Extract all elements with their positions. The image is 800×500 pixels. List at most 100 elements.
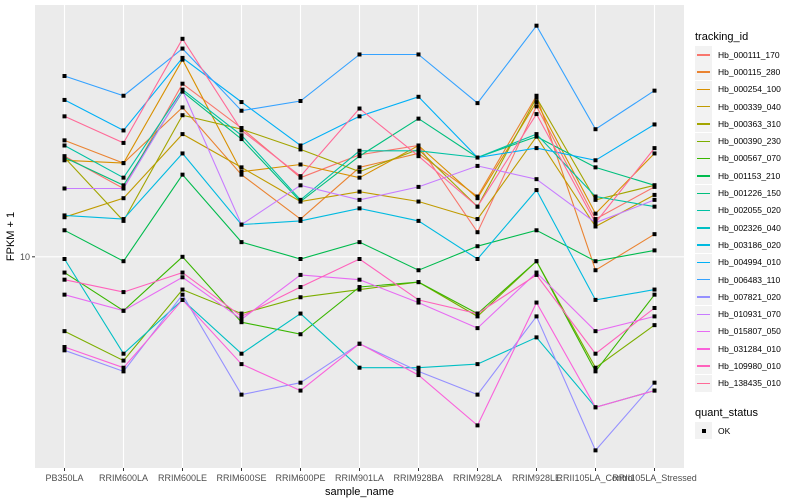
shape-legend-item: OK bbox=[695, 422, 800, 440]
data-point-Hb_000254_100 bbox=[239, 169, 244, 174]
legend-item-Hb_109980_010: Hb_109980_010 bbox=[695, 357, 800, 375]
y-tick-label: 10 bbox=[20, 252, 30, 262]
legend-line-swatch bbox=[697, 71, 710, 73]
data-point-Hb_138435_010 bbox=[475, 204, 480, 209]
data-point-Hb_031284_010 bbox=[239, 362, 244, 367]
legend-item-Hb_006483_110: Hb_006483_110 bbox=[695, 271, 800, 288]
legend-item-Hb_007821_020: Hb_007821_020 bbox=[695, 288, 800, 306]
x-tick-label: RRIM928LA bbox=[453, 473, 502, 483]
data-point-Hb_006483_110 bbox=[475, 101, 480, 106]
data-point-Hb_015807_050 bbox=[475, 326, 480, 331]
data-point-Hb_006483_110 bbox=[534, 23, 539, 28]
legend-label: Hb_000115_280 bbox=[718, 66, 781, 77]
legend-line-swatch bbox=[697, 192, 710, 194]
data-point-Hb_031284_010 bbox=[416, 373, 421, 378]
data-point-Hb_001226_150 bbox=[593, 165, 598, 170]
data-point-Hb_003186_020 bbox=[593, 297, 598, 302]
data-point-Hb_138435_010 bbox=[121, 140, 126, 145]
legend-line-swatch bbox=[697, 313, 710, 315]
data-point-Hb_001226_150 bbox=[62, 155, 67, 160]
data-point-Hb_109980_010 bbox=[298, 285, 303, 290]
data-point-Hb_000115_280 bbox=[62, 138, 67, 143]
legend-label: Hb_000111_170 bbox=[718, 49, 780, 60]
data-point-Hb_000567_070 bbox=[652, 292, 657, 297]
data-point-Hb_001226_150 bbox=[534, 134, 539, 139]
legend-key-line-icon bbox=[695, 288, 712, 306]
data-point-Hb_000254_100 bbox=[652, 151, 657, 156]
data-point-Hb_002055_020 bbox=[121, 175, 126, 180]
legend-label: Hb_000363_310 bbox=[718, 118, 781, 129]
legend-line-swatch bbox=[697, 330, 710, 333]
data-point-Hb_007821_020 bbox=[298, 380, 303, 385]
data-point-Hb_000254_100 bbox=[62, 158, 67, 163]
legend-label: Hb_001153_210 bbox=[718, 170, 781, 181]
data-point-Hb_000390_230 bbox=[180, 287, 185, 292]
x-tick-label: RRIM600PE bbox=[275, 473, 325, 483]
data-point-Hb_006483_110 bbox=[180, 46, 185, 51]
data-point-Hb_015807_050 bbox=[357, 277, 362, 282]
legend-item-Hb_015807_050: Hb_015807_050 bbox=[695, 322, 800, 340]
data-point-Hb_002055_020 bbox=[652, 204, 657, 209]
legend-line-swatch bbox=[697, 296, 710, 298]
data-point-Hb_000339_040 bbox=[475, 217, 480, 222]
series-points bbox=[62, 23, 657, 453]
legend-item-Hb_000339_040: Hb_000339_040 bbox=[695, 98, 800, 116]
data-point-Hb_109980_010 bbox=[534, 272, 539, 277]
data-point-Hb_000390_230 bbox=[652, 323, 657, 328]
data-point-Hb_000390_230 bbox=[298, 295, 303, 300]
data-point-Hb_015807_050 bbox=[652, 314, 657, 319]
data-point-Hb_003186_020 bbox=[652, 287, 657, 292]
data-point-Hb_007821_020 bbox=[239, 392, 244, 397]
data-point-Hb_001153_210 bbox=[652, 248, 657, 253]
data-point-Hb_138435_010 bbox=[652, 146, 657, 151]
data-point-Hb_001226_150 bbox=[416, 116, 421, 121]
x-tick-label: RRII105LA_Control bbox=[556, 473, 634, 483]
data-point-Hb_031284_010 bbox=[475, 423, 480, 428]
data-point-Hb_001153_210 bbox=[534, 228, 539, 233]
legend-key-line-icon bbox=[695, 149, 712, 167]
data-point-Hb_000567_070 bbox=[416, 280, 421, 285]
legend-line-swatch bbox=[697, 106, 710, 108]
x-axis-title: sample_name bbox=[325, 486, 394, 498]
data-point-Hb_001153_210 bbox=[416, 268, 421, 273]
data-point-Hb_010931_070 bbox=[239, 222, 244, 227]
legend-line-swatch bbox=[697, 261, 710, 264]
color-legend: tracking_id Hb_000111_170 Hb_000115_280 Hb… bbox=[695, 28, 800, 392]
data-point-Hb_007821_020 bbox=[121, 369, 126, 374]
legend-key-square-point bbox=[695, 422, 712, 440]
data-point-Hb_006483_110 bbox=[357, 52, 362, 57]
data-point-Hb_031284_010 bbox=[180, 297, 185, 302]
data-point-Hb_004994_010 bbox=[298, 143, 303, 148]
data-point-Hb_002055_020 bbox=[239, 133, 244, 138]
legend-key-line-icon bbox=[695, 115, 712, 133]
legend-line-swatch bbox=[697, 382, 710, 385]
data-point-Hb_002326_040 bbox=[298, 311, 303, 316]
data-point-Hb_002326_040 bbox=[121, 351, 126, 356]
data-point-Hb_001153_210 bbox=[593, 259, 598, 264]
legend-item-Hb_002326_040: Hb_002326_040 bbox=[695, 219, 800, 237]
data-point-Hb_004994_010 bbox=[121, 128, 126, 133]
data-point-Hb_001153_210 bbox=[121, 259, 126, 264]
data-point-Hb_001226_150 bbox=[357, 154, 362, 159]
legend-line-swatch bbox=[697, 88, 710, 91]
data-point-Hb_031284_010 bbox=[121, 365, 126, 370]
data-point-Hb_000254_100 bbox=[534, 100, 539, 105]
legend-label: Hb_000339_040 bbox=[718, 101, 781, 112]
data-point-Hb_002055_020 bbox=[298, 197, 303, 202]
data-point-Hb_138435_010 bbox=[180, 36, 185, 41]
legend-key-line-icon bbox=[695, 46, 712, 64]
data-point-Hb_007821_020 bbox=[593, 448, 598, 453]
data-point-Hb_007821_020 bbox=[475, 392, 480, 397]
data-point-Hb_109980_010 bbox=[180, 270, 185, 275]
legend-label: Hb_138435_010 bbox=[718, 378, 781, 389]
data-point-Hb_000567_070 bbox=[239, 320, 244, 325]
legend-line-swatch bbox=[697, 209, 710, 212]
x-tick-label: PB350LA bbox=[45, 473, 83, 483]
data-point-Hb_007821_020 bbox=[416, 369, 421, 374]
legend-item-Hb_001153_210: Hb_001153_210 bbox=[695, 167, 800, 185]
data-point-Hb_010931_070 bbox=[357, 197, 362, 202]
legend-key-line-icon bbox=[695, 80, 712, 98]
data-point-Hb_000390_230 bbox=[357, 287, 362, 292]
data-point-Hb_138435_010 bbox=[239, 128, 244, 133]
data-point-Hb_000111_170 bbox=[593, 217, 598, 222]
